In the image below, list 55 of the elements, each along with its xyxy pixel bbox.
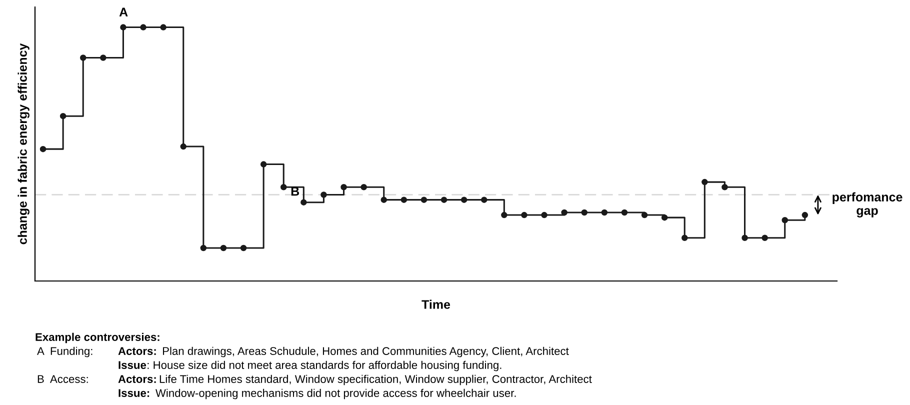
annotation: A (119, 8, 128, 16)
point (561, 209, 568, 216)
point (200, 244, 207, 252)
point (541, 212, 548, 218)
text: B Access: (38, 375, 88, 383)
point (681, 234, 688, 241)
point (762, 234, 768, 241)
point (460, 196, 468, 203)
point (742, 234, 748, 241)
point (601, 209, 608, 216)
annotation: perfomance gap (832, 192, 902, 218)
point (140, 24, 146, 30)
text: Actors: (118, 375, 156, 383)
text: Issue: (118, 389, 150, 397)
point (40, 146, 46, 152)
point (320, 192, 327, 198)
point (160, 24, 166, 30)
text: Window-opening mechanisms did not provide access for wheelchair user. (156, 388, 516, 400)
text: Plan drawings, Areas Schudule, Homes and Communities Agency, Client, Architect (163, 346, 569, 358)
annotation: B (291, 187, 300, 196)
point (360, 184, 367, 190)
point (782, 216, 788, 224)
point (440, 196, 448, 203)
text: Example controversies: (36, 332, 160, 344)
point (220, 244, 227, 252)
point (240, 244, 247, 252)
point (501, 212, 508, 218)
point (120, 24, 126, 30)
point (180, 143, 186, 150)
y-axis-title: change in fabric energy efficiency (18, 43, 30, 244)
point (521, 212, 528, 218)
point (80, 54, 86, 61)
point (420, 196, 428, 203)
point (641, 212, 648, 218)
point (340, 184, 347, 190)
point (400, 196, 408, 203)
text: Actors: (118, 347, 156, 355)
x-axis-title: Time (422, 300, 450, 309)
point (702, 178, 708, 186)
text: : House size did not meet area standards for affordable housing funding. (148, 360, 502, 372)
text: A Funding: (37, 346, 92, 358)
text: Life Time Homes standard, Window specification, Window supplier, Contractor, Architect (160, 374, 592, 386)
text: Issue (118, 361, 146, 369)
point (661, 214, 668, 221)
point (480, 196, 488, 203)
point (722, 184, 728, 190)
point (380, 196, 387, 203)
point (260, 161, 267, 168)
point (802, 212, 808, 218)
point (300, 199, 307, 206)
point (621, 209, 628, 216)
point (280, 184, 287, 190)
point (100, 54, 106, 61)
point (581, 209, 588, 216)
point (60, 112, 66, 120)
